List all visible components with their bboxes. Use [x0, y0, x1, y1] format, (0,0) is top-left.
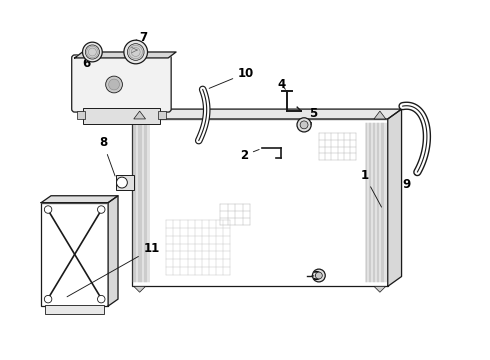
Text: 10: 10: [209, 67, 254, 88]
Circle shape: [106, 76, 122, 93]
Polygon shape: [74, 52, 176, 58]
Text: 8: 8: [99, 136, 115, 176]
Text: 9: 9: [402, 174, 416, 192]
FancyBboxPatch shape: [76, 111, 84, 119]
Circle shape: [316, 272, 322, 279]
Circle shape: [297, 118, 311, 132]
Circle shape: [45, 206, 52, 213]
Bar: [116, 175, 134, 190]
Text: 3: 3: [312, 270, 321, 283]
Polygon shape: [132, 109, 401, 119]
Bar: [45, 305, 104, 314]
Circle shape: [85, 45, 99, 59]
FancyBboxPatch shape: [72, 55, 171, 112]
Bar: [82, 108, 160, 124]
Circle shape: [117, 177, 127, 188]
Text: 1: 1: [360, 168, 382, 207]
Circle shape: [313, 269, 325, 282]
Polygon shape: [374, 286, 386, 292]
Polygon shape: [108, 196, 118, 306]
Circle shape: [109, 79, 120, 90]
Text: 7: 7: [136, 31, 147, 44]
Text: 11: 11: [67, 242, 160, 297]
Polygon shape: [388, 109, 401, 286]
Circle shape: [82, 42, 102, 62]
Polygon shape: [41, 196, 118, 203]
Circle shape: [124, 40, 147, 64]
Text: 2: 2: [240, 149, 259, 162]
Circle shape: [127, 44, 144, 60]
Bar: [132, 119, 388, 286]
Polygon shape: [374, 111, 386, 119]
Circle shape: [98, 206, 105, 213]
Circle shape: [98, 296, 105, 303]
Text: 5: 5: [309, 107, 317, 125]
Circle shape: [45, 296, 52, 303]
FancyBboxPatch shape: [158, 111, 166, 119]
Circle shape: [300, 121, 308, 129]
Text: 4: 4: [277, 78, 286, 91]
Polygon shape: [134, 286, 146, 292]
Text: 6: 6: [82, 52, 91, 70]
Polygon shape: [134, 111, 146, 119]
Bar: [41, 203, 108, 306]
